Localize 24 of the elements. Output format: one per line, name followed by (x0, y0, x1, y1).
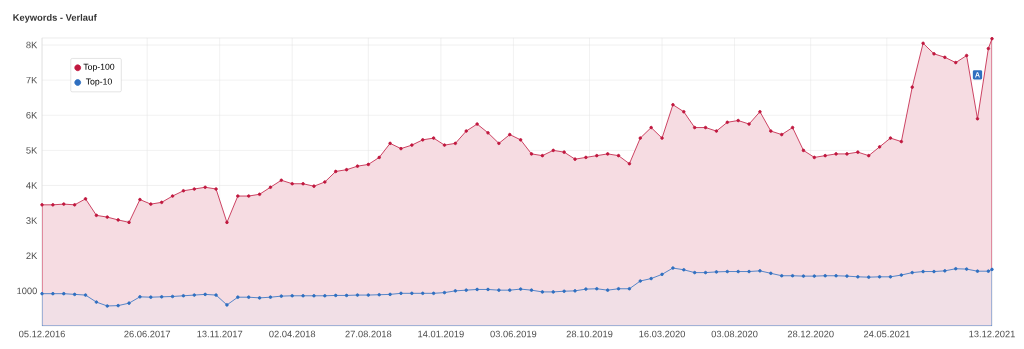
y-tick-label: 6K (26, 111, 38, 119)
legend-label: Top-10 (85, 78, 112, 87)
y-tick-label: 5K (26, 147, 38, 154)
x-tick-label: 16.03.2020 (639, 330, 686, 338)
chart-title: Keywords - Verlauf (13, 13, 97, 23)
legend-label: Top-100 (83, 63, 115, 72)
x-tick-label: 03.06.2019 (490, 330, 537, 338)
x-tick-label: 05.12.2016 (19, 330, 65, 338)
x-tick-label: 13.11.2017 (197, 330, 243, 338)
y-tick-label: 8K (26, 41, 38, 49)
x-tick-label: 03.08.2020 (711, 330, 758, 338)
x-tick-label: 28.10.2019 (566, 330, 613, 338)
x-tick-label: 02.04.2018 (269, 330, 316, 338)
y-tick-label: 1000 (17, 287, 37, 295)
x-tick-label: 27.08.2018 (345, 330, 392, 338)
y-tick-label: 4K (26, 182, 38, 189)
y-tick-label: 7K (26, 76, 38, 84)
y-tick-label: 3K (26, 217, 38, 224)
x-tick-label: 14.01.2019 (418, 330, 464, 338)
y-tick-label: 2K (26, 252, 38, 259)
x-tick-label: 13.12.2021 (969, 330, 1015, 338)
x-tick-label: 24.05.2021 (863, 330, 910, 338)
x-tick-label: 26.06.2017 (124, 330, 171, 338)
x-tick-label: 28.12.2020 (787, 330, 834, 338)
